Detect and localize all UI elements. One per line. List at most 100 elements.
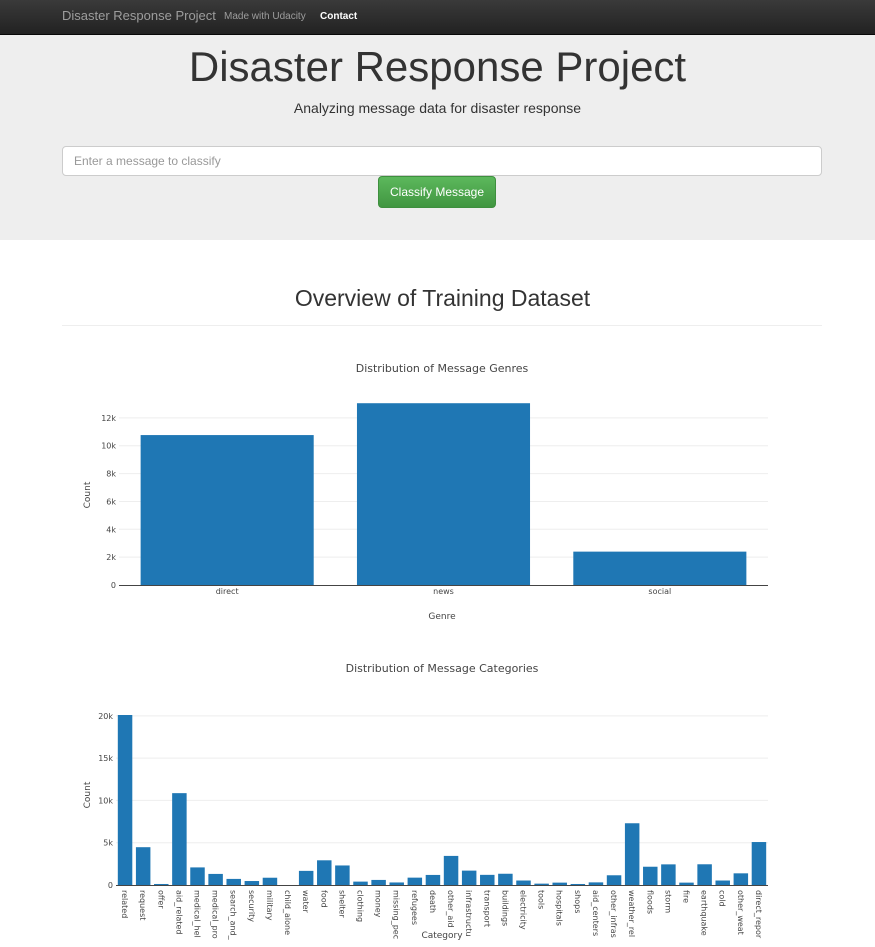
bar <box>516 880 531 885</box>
nav-link-udacity[interactable]: Made with Udacity <box>224 11 306 22</box>
bar <box>335 865 350 885</box>
x-tick-label: social <box>648 587 671 596</box>
section-divider <box>62 325 822 326</box>
y-tick-label: 15k <box>98 754 113 763</box>
x-tick-label: food <box>319 890 328 908</box>
bar <box>679 882 694 885</box>
bar <box>643 866 658 885</box>
y-tick-label: 5k <box>103 839 113 848</box>
jumbotron: Disaster Response Project Analyzing mess… <box>0 35 875 240</box>
categories-chart: Distribution of Message Categories 0 5k 10k… <box>83 662 768 941</box>
bar <box>353 881 368 885</box>
bar <box>140 435 314 585</box>
x-tick-label: aid_related <box>174 890 183 935</box>
genres-chart: Distribution of Message Genres 0 2k 4k 6k 8k 1… <box>83 362 768 622</box>
bar <box>534 883 549 885</box>
x-tick-label: direct_repor <box>754 890 763 939</box>
x-tick-label: request <box>138 890 147 920</box>
y-tick-label: 20k <box>98 712 113 721</box>
bar <box>317 860 332 885</box>
x-axis-label: Genre <box>428 612 456 622</box>
x-axis-label: Category <box>421 931 463 941</box>
y-axis-label: Count <box>83 781 93 808</box>
y-tick-label: 10k <box>101 442 116 451</box>
bar <box>371 879 386 885</box>
x-tick-label: buildings <box>500 890 509 926</box>
x-tick-label: death <box>428 890 437 913</box>
y-tick-label: 12k <box>101 414 116 423</box>
bar <box>407 877 423 885</box>
x-tick-label: missing_pec <box>392 890 401 939</box>
bar <box>117 715 133 885</box>
x-tick-label: medical_pro <box>211 890 220 939</box>
bar <box>298 870 314 885</box>
bar <box>226 878 241 885</box>
y-tick-label: 2k <box>106 553 116 562</box>
x-tick-label: earthquake <box>700 890 709 936</box>
x-tick-label: refugees <box>410 890 419 925</box>
y-tick-label: 8k <box>106 470 116 479</box>
chart-title: Distribution of Message Categories <box>346 662 539 675</box>
classify-message-button[interactable]: Classify Message <box>378 176 496 208</box>
bar <box>573 551 747 585</box>
x-tick-label: shops <box>573 890 582 913</box>
x-tick-label: security <box>247 890 256 922</box>
x-tick-label: clothing <box>356 890 365 922</box>
bar <box>262 877 278 885</box>
x-tick-label: other_infras <box>609 890 618 938</box>
bar <box>190 867 205 885</box>
y-tick-label: 6k <box>106 497 116 506</box>
x-tick-label: fire <box>682 890 691 903</box>
bar <box>244 881 260 885</box>
bar <box>552 882 567 885</box>
navbar: Disaster Response Project Made with Udac… <box>0 0 875 35</box>
bar <box>135 847 151 885</box>
x-tick-label: infrastructu <box>464 890 473 937</box>
bar <box>751 842 767 885</box>
bar <box>624 823 640 885</box>
x-tick-label: military <box>265 890 274 921</box>
bar <box>425 874 441 885</box>
x-tick-label: tools <box>537 890 546 909</box>
bar <box>480 874 495 885</box>
navbar-brand[interactable]: Disaster Response Project <box>62 8 216 23</box>
x-tick-label: direct <box>216 587 239 596</box>
x-tick-label: transport <box>482 890 491 927</box>
x-tick-label: shelter <box>337 890 346 918</box>
x-tick-label: child_alone <box>283 890 292 935</box>
bar <box>715 880 730 885</box>
x-tick-label: floods <box>645 890 654 914</box>
x-tick-label: water <box>301 890 310 914</box>
x-tick-label: news <box>433 587 454 596</box>
bar <box>606 875 622 885</box>
x-tick-label: cold <box>718 890 727 907</box>
nav-link-contact[interactable]: Contact <box>320 11 358 22</box>
y-tick-label: 4k <box>106 525 116 534</box>
chart-title: Distribution of Message Genres <box>356 362 529 375</box>
x-tick-label: storm <box>663 890 672 913</box>
bar <box>208 873 223 885</box>
message-input[interactable] <box>62 146 822 176</box>
bar <box>733 873 749 885</box>
bar <box>570 883 586 885</box>
page-title: Disaster Response Project <box>188 43 687 90</box>
bar <box>697 864 712 885</box>
x-tick-label: hospitals <box>555 890 564 926</box>
y-tick-label: 10k <box>98 796 113 805</box>
y-tick-label: 0 <box>111 581 116 590</box>
bar <box>461 870 477 885</box>
bar <box>172 793 187 885</box>
bar <box>661 864 676 885</box>
x-tick-label: search_and_ <box>229 890 238 941</box>
bar <box>389 882 404 885</box>
bar <box>154 883 169 885</box>
x-tick-label: medical_hel <box>193 890 202 938</box>
bar <box>588 882 604 885</box>
x-tick-label: money <box>374 890 383 918</box>
page-subtitle: Analyzing message data for disaster resp… <box>293 100 582 116</box>
x-tick-label: related <box>120 890 129 918</box>
y-tick-label: 0 <box>108 881 113 890</box>
bar <box>356 403 531 585</box>
x-tick-label: electricity <box>519 890 528 930</box>
x-tick-label: other_aid <box>446 890 455 928</box>
